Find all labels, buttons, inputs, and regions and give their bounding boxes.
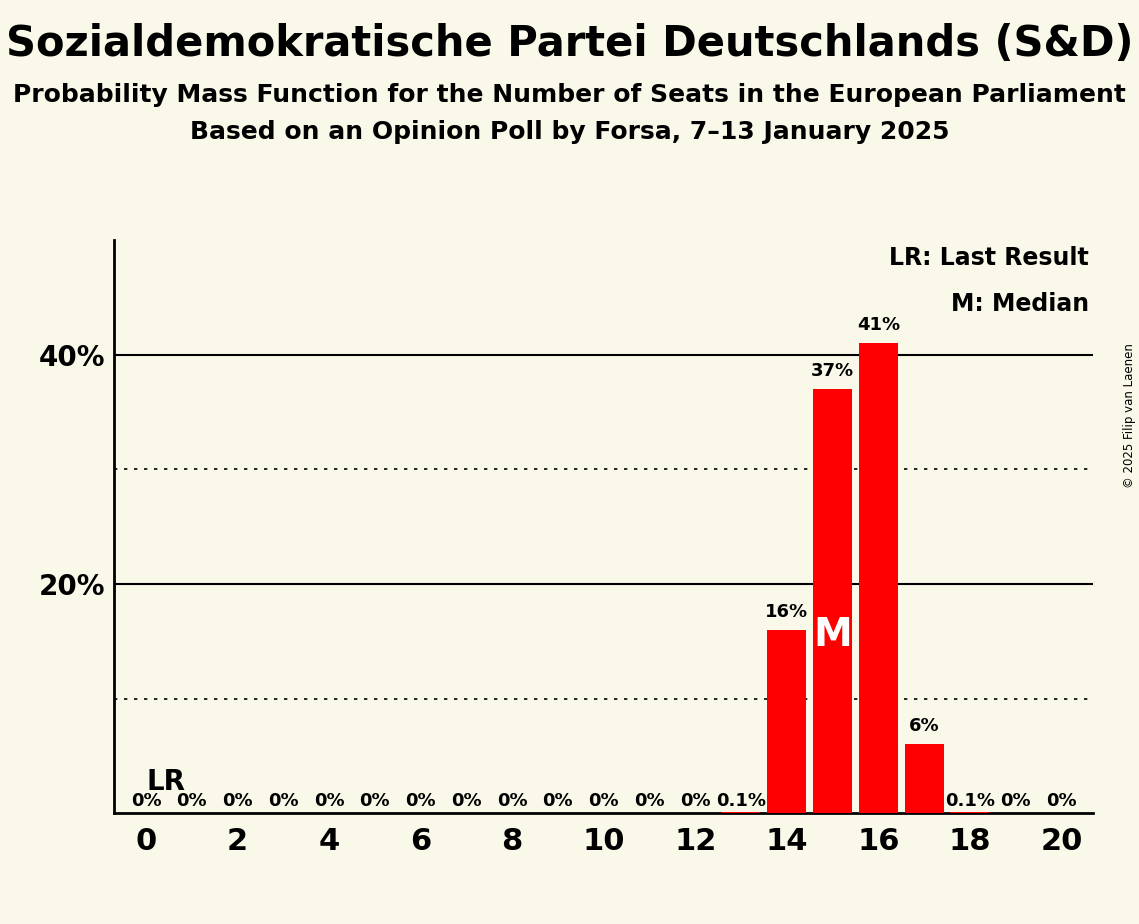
Text: 6%: 6% xyxy=(909,717,940,736)
Text: 0%: 0% xyxy=(222,792,253,809)
Text: 0.1%: 0.1% xyxy=(716,792,767,809)
Text: 0%: 0% xyxy=(680,792,711,809)
Bar xyxy=(859,344,898,813)
Bar xyxy=(768,630,806,813)
Text: 0%: 0% xyxy=(451,792,482,809)
Text: M: M xyxy=(813,616,852,654)
Text: LR: Last Result: LR: Last Result xyxy=(890,246,1089,270)
Text: Sozialdemokratische Partei Deutschlands (S&D): Sozialdemokratische Partei Deutschlands … xyxy=(6,23,1133,65)
Text: M: Median: M: Median xyxy=(951,292,1089,316)
Text: 0%: 0% xyxy=(1000,792,1031,809)
Text: 0%: 0% xyxy=(542,792,573,809)
Text: 0%: 0% xyxy=(589,792,618,809)
Text: Probability Mass Function for the Number of Seats in the European Parliament: Probability Mass Function for the Number… xyxy=(13,83,1126,107)
Text: 0%: 0% xyxy=(405,792,436,809)
Text: 0%: 0% xyxy=(634,792,665,809)
Text: 0%: 0% xyxy=(177,792,207,809)
Text: Based on an Opinion Poll by Forsa, 7–13 January 2025: Based on an Opinion Poll by Forsa, 7–13 … xyxy=(190,120,949,144)
Text: 16%: 16% xyxy=(765,602,809,621)
Text: 0%: 0% xyxy=(360,792,391,809)
Bar xyxy=(904,745,943,813)
Text: 41%: 41% xyxy=(857,316,900,334)
Text: © 2025 Filip van Laenen: © 2025 Filip van Laenen xyxy=(1123,344,1137,488)
Text: 0%: 0% xyxy=(497,792,527,809)
Text: 0%: 0% xyxy=(313,792,344,809)
Text: 37%: 37% xyxy=(811,362,854,380)
Text: 0%: 0% xyxy=(1046,792,1076,809)
Bar xyxy=(813,389,852,813)
Text: 0.1%: 0.1% xyxy=(945,792,994,809)
Text: 0%: 0% xyxy=(131,792,162,809)
Text: LR: LR xyxy=(147,768,186,796)
Text: 0%: 0% xyxy=(268,792,298,809)
Bar xyxy=(721,812,761,813)
Bar xyxy=(950,812,990,813)
